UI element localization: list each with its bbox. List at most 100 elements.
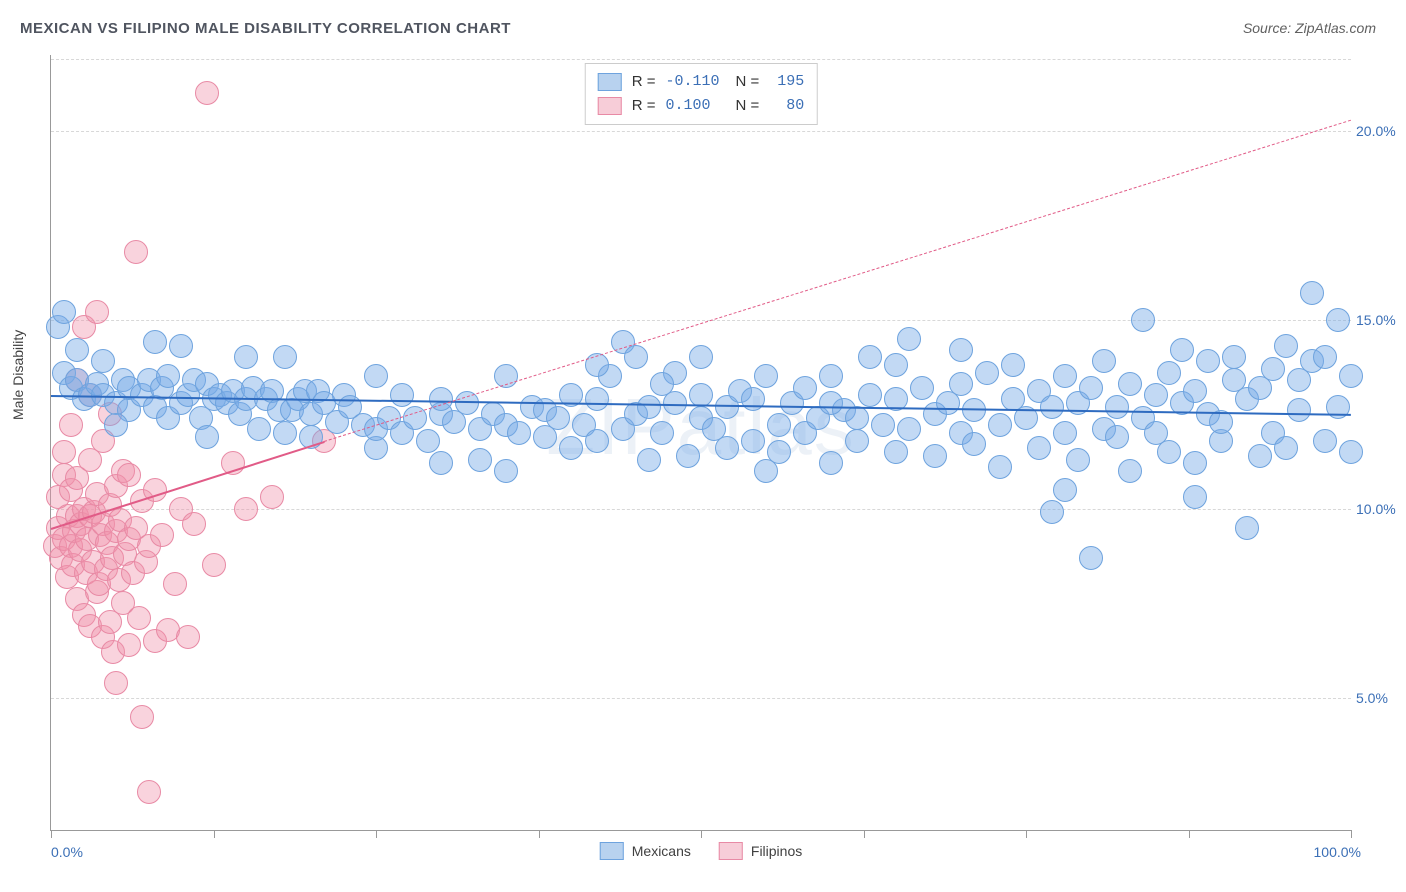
scatter-dot-filipino [234,497,258,521]
scatter-dot-mexican [1222,345,1246,369]
scatter-dot-mexican [234,345,258,369]
scatter-dot-filipino [117,463,141,487]
scatter-dot-mexican [754,459,778,483]
scatter-dot-mexican [1053,478,1077,502]
scatter-dot-mexican [949,372,973,396]
scatter-dot-mexican [195,425,219,449]
scatter-dot-mexican [1183,379,1207,403]
scatter-dot-mexican [871,413,895,437]
scatter-dot-mexican [1066,448,1090,472]
scatter-dot-mexican [897,417,921,441]
scatter-dot-mexican [689,345,713,369]
scatter-dot-mexican [1079,546,1103,570]
scatter-dot-mexican [988,413,1012,437]
x-tick [864,830,865,838]
scatter-dot-mexican [273,345,297,369]
scatter-plot: ZIPatlas 5.0%10.0%15.0%20.0%0.0%100.0%R … [50,55,1351,831]
x-tick [701,830,702,838]
scatter-dot-mexican [364,364,388,388]
x-tick [1351,830,1352,838]
series-legend: Mexicans Filipinos [600,842,803,860]
scatter-dot-mexican [1131,308,1155,332]
n-value: 80 [769,94,804,118]
scatter-dot-mexican [962,432,986,456]
scatter-dot-mexican [104,413,128,437]
scatter-dot-mexican [390,383,414,407]
scatter-dot-mexican [923,444,947,468]
scatter-dot-mexican [884,353,908,377]
scatter-dot-mexican [143,330,167,354]
scatter-dot-mexican [754,364,778,388]
scatter-dot-mexican [624,345,648,369]
grid-line [51,131,1351,132]
y-tick-label: 5.0% [1356,690,1406,706]
x-tick [51,830,52,838]
scatter-dot-mexican [1040,500,1064,524]
r-value: 0.100 [666,94,726,118]
source-label: Source: ZipAtlas.com [1243,20,1376,36]
scatter-dot-filipino [195,81,219,105]
scatter-dot-mexican [546,406,570,430]
scatter-dot-mexican [169,334,193,358]
scatter-dot-mexican [637,448,661,472]
scatter-dot-filipino [137,780,161,804]
scatter-dot-mexican [845,429,869,453]
scatter-dot-mexican [715,436,739,460]
scatter-dot-filipino [104,671,128,695]
y-axis-label: Male Disability [10,330,26,420]
scatter-dot-filipino [130,705,154,729]
scatter-dot-mexican [819,364,843,388]
scatter-dot-mexican [1157,361,1181,385]
scatter-dot-mexican [637,395,661,419]
scatter-dot-mexican [1300,281,1324,305]
scatter-dot-filipino [117,633,141,657]
y-tick-label: 20.0% [1356,123,1406,139]
scatter-dot-mexican [1183,451,1207,475]
scatter-dot-filipino [182,512,206,536]
series-label: Mexicans [632,843,691,859]
scatter-dot-filipino [124,240,148,264]
scatter-dot-mexican [507,421,531,445]
scatter-dot-mexican [1118,372,1142,396]
scatter-dot-mexican [884,440,908,464]
series-label: Filipinos [751,843,802,859]
scatter-dot-mexican [1053,364,1077,388]
r-label: R = [632,70,656,94]
scatter-dot-mexican [676,444,700,468]
scatter-dot-mexican [1339,364,1363,388]
r-value: -0.110 [666,70,726,94]
scatter-dot-mexican [1092,349,1116,373]
n-label: N = [736,94,760,118]
scatter-dot-mexican [1313,429,1337,453]
scatter-dot-mexican [1183,485,1207,509]
grid-line [51,320,1351,321]
scatter-dot-filipino [150,523,174,547]
scatter-dot-mexican [273,421,297,445]
scatter-dot-mexican [650,421,674,445]
scatter-dot-mexican [1053,421,1077,445]
scatter-dot-filipino [176,625,200,649]
legend-swatch [719,842,743,860]
chart-header: MEXICAN VS FILIPINO MALE DISABILITY CORR… [20,20,1386,50]
legend-swatch [600,842,624,860]
scatter-dot-mexican [793,376,817,400]
scatter-dot-mexican [585,429,609,453]
y-tick-label: 15.0% [1356,312,1406,328]
scatter-dot-filipino [163,572,187,596]
scatter-dot-filipino [127,606,151,630]
stats-legend-row: R =-0.110N =195 [598,70,805,94]
scatter-dot-mexican [416,429,440,453]
scatter-dot-mexican [1287,398,1311,422]
legend-swatch [598,73,622,91]
scatter-dot-mexican [1326,308,1350,332]
scatter-dot-mexican [767,413,791,437]
scatter-dot-mexican [1118,459,1142,483]
x-tick [1026,830,1027,838]
scatter-dot-mexican [247,417,271,441]
scatter-dot-filipino [52,440,76,464]
scatter-dot-mexican [1274,436,1298,460]
scatter-dot-mexican [988,455,1012,479]
scatter-dot-filipino [59,413,83,437]
scatter-dot-mexican [559,436,583,460]
scatter-dot-mexican [429,451,453,475]
